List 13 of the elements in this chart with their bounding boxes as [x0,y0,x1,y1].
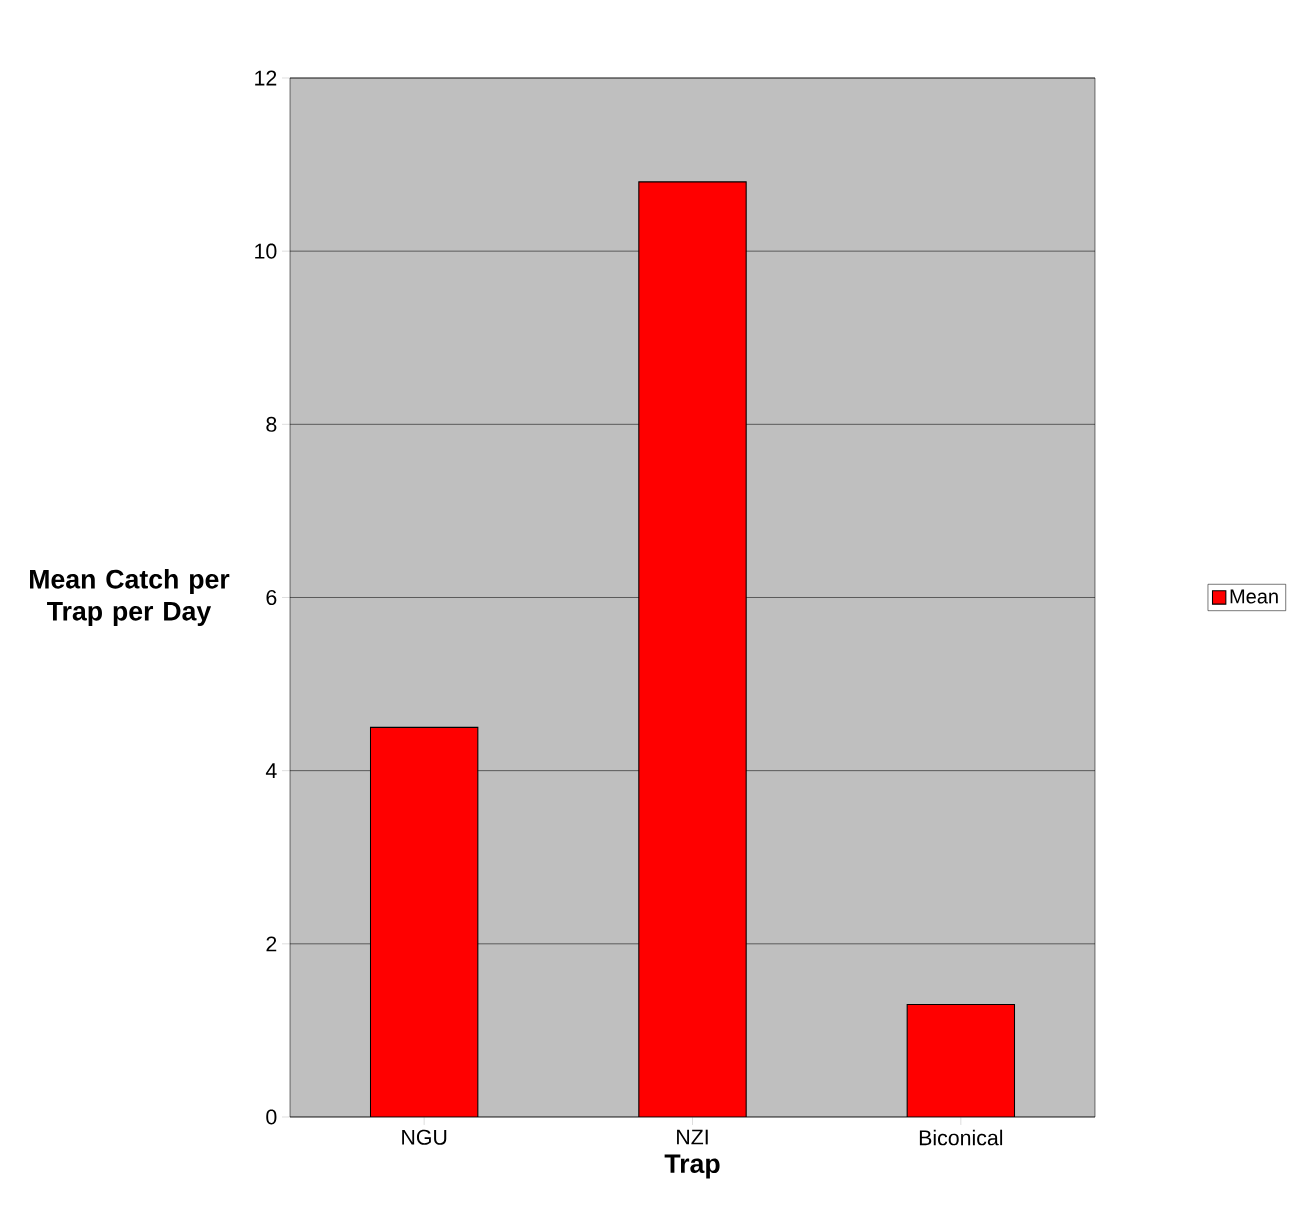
legend-label: Mean [1230,589,1278,604]
y-tick-label: 2 [266,936,277,952]
y-tick-label: 10 [255,243,277,259]
y-tick-label: 0 [266,1109,277,1125]
x-axis-title: Trap [664,1154,720,1179]
y-tick-label: 4 [265,763,277,778]
y-tick-label: 8 [266,416,277,432]
x-tick-label: NGU [402,1129,447,1145]
x-tick-label: Biconical [919,1129,1003,1146]
x-tick-label: NZI [677,1129,708,1145]
y-axis-title: Mean Catch per Trap per Day [30,569,230,626]
y-tick-label: 12 [255,70,277,86]
y-tick-label: 6 [266,589,277,606]
